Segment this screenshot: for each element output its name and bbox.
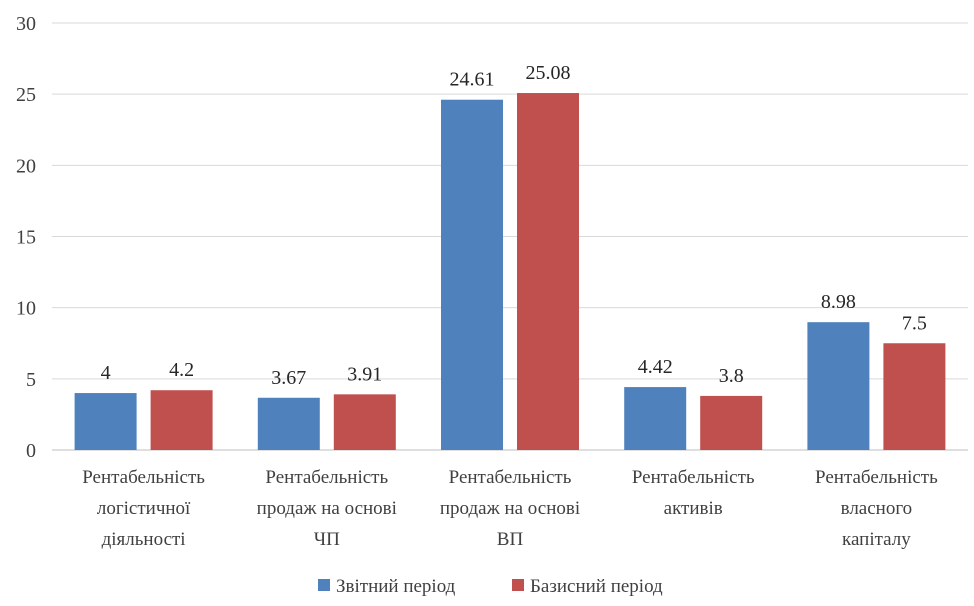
legend-entry: Звітний період: [336, 576, 456, 597]
category-label-line: активів: [664, 498, 723, 519]
y-tick-label: 25: [16, 84, 36, 106]
category-label-line: ЧП: [314, 529, 340, 550]
category-label-line: Рентабельність: [815, 467, 938, 488]
category-label-line: діяльності: [102, 529, 186, 550]
bars: [74, 93, 946, 451]
data-label: 7.5: [902, 312, 927, 334]
category-label-line: продаж на основі: [257, 498, 397, 519]
category-label: Рентабельність логістичної діяльності: [82, 467, 205, 550]
category-label-line: Рентабельність: [265, 467, 388, 488]
data-label: 4.2: [169, 359, 194, 381]
category-label-line: Рентабельність: [449, 467, 572, 488]
bar: [441, 99, 503, 451]
y-tick-label: 10: [16, 298, 36, 320]
category-label-line: продаж на основі: [440, 498, 580, 519]
bar: [333, 394, 396, 450]
bar: [517, 93, 579, 450]
legend-entry: Базисний період: [530, 576, 663, 597]
data-label: 3.8: [719, 365, 744, 387]
data-label: 3.67: [271, 367, 306, 389]
data-label: 24.61: [450, 69, 495, 91]
category-label-line: власного: [841, 498, 913, 519]
category-label-line: ВП: [497, 529, 524, 550]
data-label: 3.91: [347, 363, 382, 385]
category-label-line: капіталу: [842, 529, 911, 550]
gridlines: [52, 22, 968, 451]
data-label: 4: [101, 362, 111, 384]
category-label-line: логістичної: [97, 498, 191, 519]
y-tick-label: 15: [16, 227, 36, 249]
data-labels: 4 4.2 3.67 3.91 24.61 25.08 4.42 3.8 8.98 7.5: [101, 62, 927, 389]
category-label: Рентабельність власного капіталу: [815, 467, 938, 550]
category-labels: Рентабельність логістичної діяльностіРента…: [82, 467, 938, 550]
data-label: 8.98: [821, 291, 856, 313]
y-tick-label: 5: [26, 369, 36, 391]
y-tick-label: 20: [16, 155, 36, 177]
bar: [150, 390, 213, 450]
category-label: Рентабельність продаж на основі ЧП: [257, 467, 397, 550]
bar: [74, 393, 137, 450]
y-tick-label: 0: [26, 440, 36, 462]
category-label-line: Рентабельність: [632, 467, 755, 488]
data-label: 25.08: [526, 62, 571, 84]
category-label: Рентабельність продаж на основі ВП: [440, 467, 580, 550]
legend-swatch: [512, 579, 524, 591]
legend: Звітний період Базисний період: [318, 576, 663, 597]
category-label: Рентабельність активів: [632, 467, 755, 519]
bar: [700, 395, 763, 450]
y-axis-ticks: 0 5 10 15 20 25 30: [16, 13, 36, 462]
data-label: 4.42: [638, 356, 673, 378]
category-label-line: Рентабельність: [82, 467, 205, 488]
legend-swatch: [318, 579, 330, 591]
y-tick-label: 30: [16, 13, 36, 35]
bar: [624, 387, 687, 450]
bar: [883, 343, 946, 450]
bar: [257, 397, 320, 450]
bar: [807, 322, 870, 450]
